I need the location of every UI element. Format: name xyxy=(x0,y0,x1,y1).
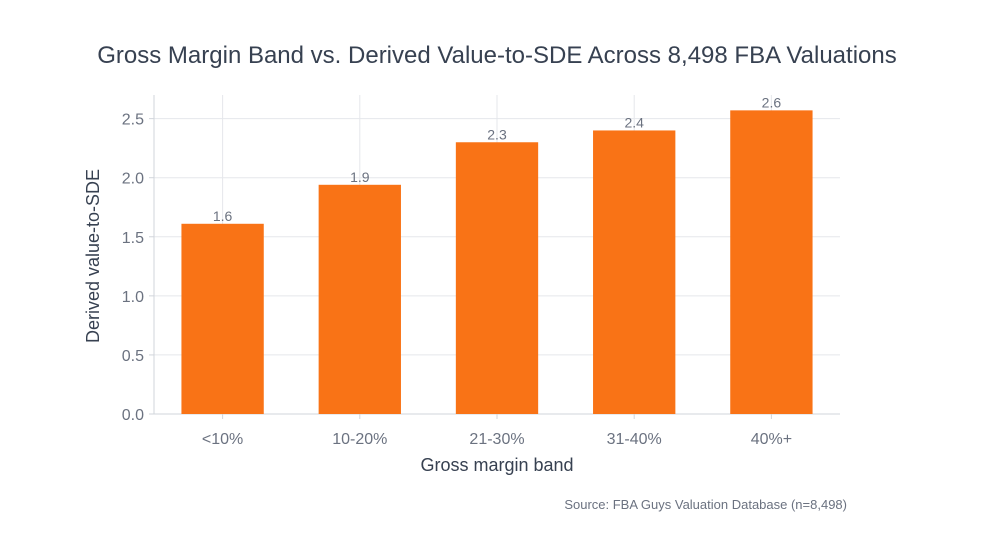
bar xyxy=(730,110,813,415)
bar-data-label: 2.6 xyxy=(762,94,782,110)
bar-data-label: 1.6 xyxy=(213,208,233,224)
y-tick-labels: 0.0 0.5 1.0 1.5 2.0 2.5 xyxy=(122,112,154,424)
source-note: Source: FBA Guys Valuation Database (n=8… xyxy=(564,497,847,512)
bar-data-label: 1.9 xyxy=(350,169,370,185)
y-axis-label: Derived value-to-SDE xyxy=(83,169,103,343)
y-tick-label: 1.5 xyxy=(122,230,144,247)
x-tick-label: 40%+ xyxy=(751,431,792,448)
bars xyxy=(181,110,813,415)
bar-data-label: 2.4 xyxy=(624,114,644,130)
chart-title: Gross Margin Band vs. Derived Value-to-S… xyxy=(97,42,896,69)
y-tick-label: 2.0 xyxy=(122,171,144,188)
y-tick-label: 2.5 xyxy=(122,112,144,129)
bar-data-label: 2.3 xyxy=(487,126,507,142)
bar xyxy=(318,184,401,414)
x-tick-label: 10-20% xyxy=(332,431,387,448)
data-labels: 1.6 1.9 2.3 2.4 2.6 xyxy=(213,94,781,223)
bar xyxy=(593,130,676,414)
y-tick-label: 1.0 xyxy=(122,289,144,306)
x-tick-label: 21-30% xyxy=(469,431,524,448)
y-tick-label: 0.5 xyxy=(122,348,144,365)
x-axis-label: Gross margin band xyxy=(420,455,573,475)
x-tick-label: 31-40% xyxy=(607,431,662,448)
y-tick-label: 0.0 xyxy=(122,407,144,424)
x-tick-label: <10% xyxy=(202,431,243,448)
bar xyxy=(455,142,539,414)
x-tick-labels: <10% 10-20% 21-30% 31-40% 40%+ xyxy=(202,414,792,448)
bar xyxy=(181,223,264,414)
